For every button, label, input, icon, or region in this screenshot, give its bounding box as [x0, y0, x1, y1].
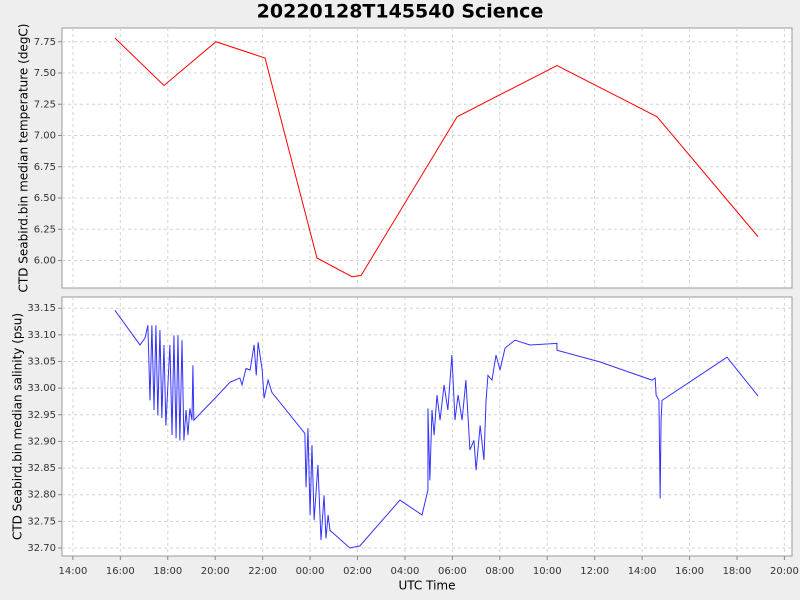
x-tick-label: 02:00: [343, 566, 372, 577]
x-tick-label: 00:00: [296, 566, 325, 577]
y-tick-label: 32.85: [27, 463, 56, 474]
y-tick-label: 33.15: [27, 303, 56, 314]
plot-area: [61, 27, 793, 289]
y-tick-label: 32.70: [27, 543, 56, 554]
y-axis-label: CTD Seabird.bin median temperature (degC…: [17, 24, 31, 293]
x-tick-label: 18:00: [153, 566, 182, 577]
y-tick-label: 33.00: [27, 383, 56, 394]
y-tick-label: 32.90: [27, 436, 56, 447]
y-tick-label: 7.25: [34, 99, 56, 110]
y-tick-label: 33.05: [27, 356, 56, 367]
x-tick-label: 12:00: [580, 566, 609, 577]
y-tick-label: 32.80: [27, 490, 56, 501]
data-line: [114, 310, 759, 549]
x-tick-label: 18:00: [723, 566, 752, 577]
x-tick-label: 20:00: [201, 566, 230, 577]
y-tick-label: 33.10: [27, 330, 56, 341]
x-tick-label: 04:00: [391, 566, 420, 577]
y-tick-label: 7.50: [34, 68, 56, 79]
x-tick-label: 16:00: [106, 566, 135, 577]
y-axis-label: CTD Seabird.bin median salinity (psu): [11, 313, 25, 540]
y-tick-label: 6.00: [34, 256, 56, 267]
y-tick-label: 6.50: [34, 193, 56, 204]
y-tick-label: 32.75: [27, 516, 56, 527]
x-tick-label: 16:00: [675, 566, 704, 577]
x-tick-label: 06:00: [438, 566, 467, 577]
x-axis-label: UTC Time: [399, 579, 456, 593]
y-tick-label: 6.75: [34, 162, 56, 173]
y-tick-label: 32.95: [27, 410, 56, 421]
data-line: [114, 37, 759, 278]
x-tick-label: 20:00: [770, 566, 799, 577]
y-tick-label: 7.00: [34, 131, 56, 142]
chart-title: 20220128T145540 Science: [257, 1, 544, 23]
x-tick-label: 14:00: [58, 566, 87, 577]
x-tick-label: 10:00: [533, 566, 562, 577]
y-tick-label: 7.75: [34, 37, 56, 48]
y-tick-label: 6.25: [34, 224, 56, 235]
x-tick-label: 14:00: [628, 566, 657, 577]
x-tick-label: 08:00: [485, 566, 514, 577]
x-tick-label: 22:00: [248, 566, 277, 577]
